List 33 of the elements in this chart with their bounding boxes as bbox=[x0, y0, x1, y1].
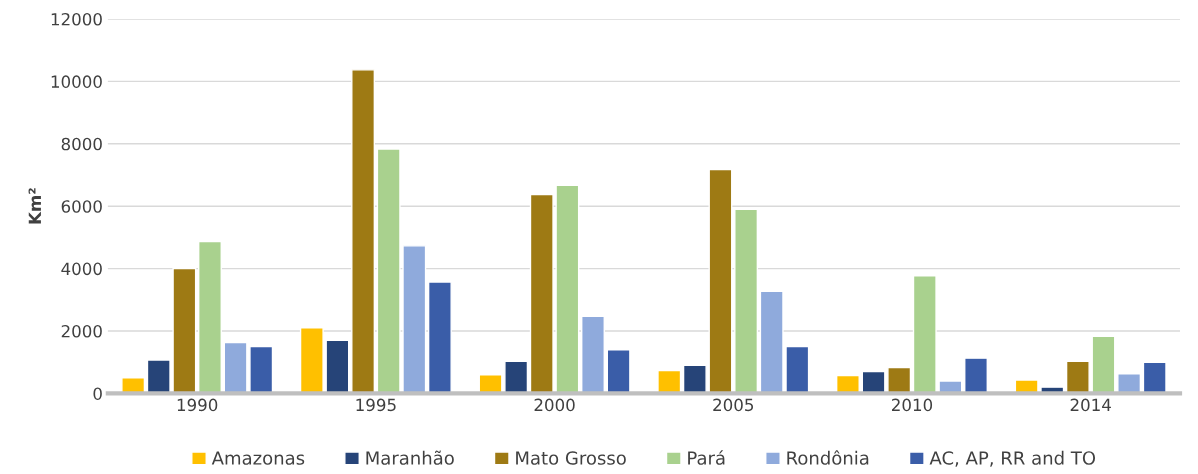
legend-label: Maranhão bbox=[366, 450, 454, 465]
bar bbox=[734, 208, 759, 394]
bar bbox=[427, 281, 452, 394]
bar bbox=[708, 168, 733, 394]
bar bbox=[198, 240, 222, 394]
bar bbox=[964, 357, 988, 394]
bar bbox=[682, 364, 707, 394]
legend-label: Amazonas bbox=[211, 451, 305, 465]
bar bbox=[1065, 360, 1090, 394]
bar bbox=[351, 69, 376, 394]
y-tick-label: 10000 bbox=[51, 75, 102, 88]
bar bbox=[606, 349, 631, 394]
y-axis-title: Km² bbox=[28, 188, 41, 224]
x-tick-label: 2010 bbox=[891, 398, 933, 412]
legend-label: Pará bbox=[688, 450, 725, 465]
legend-label: AC, AP, RR and TO bbox=[929, 450, 1096, 467]
legend-label: Mato Grosso bbox=[516, 451, 626, 465]
bar bbox=[657, 369, 682, 394]
bar bbox=[1091, 335, 1116, 394]
bar bbox=[1142, 361, 1167, 394]
y-tick-label: 12000 bbox=[51, 12, 102, 26]
x-tick-label: 2000 bbox=[534, 398, 575, 412]
x-tick-label: 1990 bbox=[177, 398, 218, 412]
y-tick-label: 8000 bbox=[61, 137, 102, 151]
y-tick-label: 4000 bbox=[61, 262, 102, 276]
x-tick-label: 2005 bbox=[713, 398, 754, 412]
x-tick-label: 1995 bbox=[356, 398, 396, 412]
x-tick-label: 2014 bbox=[1070, 398, 1111, 412]
legend-label: Rondônia bbox=[787, 450, 869, 465]
bar bbox=[581, 315, 605, 394]
y-tick-label: 0 bbox=[93, 387, 102, 400]
y-tick-label: 2000 bbox=[61, 324, 102, 338]
y-tick-label: 6000 bbox=[61, 200, 102, 213]
